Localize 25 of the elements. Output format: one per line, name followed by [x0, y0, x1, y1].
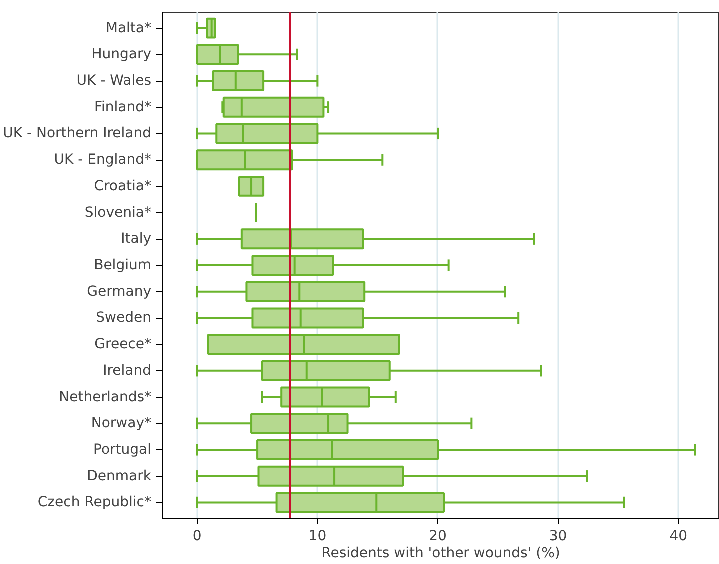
y-tick-label: Germany — [87, 284, 152, 300]
x-tick-label: 30 — [549, 528, 568, 544]
y-tick-label: Czech Republic* — [38, 494, 152, 511]
y-tick-label: Denmark — [87, 468, 152, 484]
y-tick-label: Netherlands* — [59, 389, 152, 406]
y-tick-label: UK - Wales — [76, 73, 152, 90]
y-tick-label: Greece* — [94, 336, 152, 353]
x-tick-label: 0 — [192, 528, 202, 544]
x-tick-label: 10 — [308, 528, 327, 544]
y-tick-label: Malta* — [106, 20, 152, 36]
x-tick-label: 20 — [429, 528, 447, 544]
y-tick-label: Hungary — [92, 46, 152, 63]
x-axis-title: Residents with 'other wounds' (%) — [322, 546, 560, 562]
y-tick-label: Slovenia* — [84, 204, 152, 221]
y-tick-label: Portugal — [94, 442, 152, 458]
y-tick-label: UK - England* — [54, 152, 152, 168]
y-tick-label: Croatia* — [94, 178, 152, 194]
x-tick-label: 40 — [670, 528, 688, 544]
y-tick-label: UK - Northern Ireland — [3, 126, 152, 142]
y-tick-label: Sweden — [96, 310, 152, 326]
y-tick-label: Finland* — [94, 99, 152, 116]
y-tick-label: Belgium — [94, 258, 152, 274]
y-tick-label: Italy — [121, 231, 152, 248]
y-tick-label: Ireland — [103, 362, 152, 379]
y-tick-label: Norway* — [91, 416, 152, 432]
